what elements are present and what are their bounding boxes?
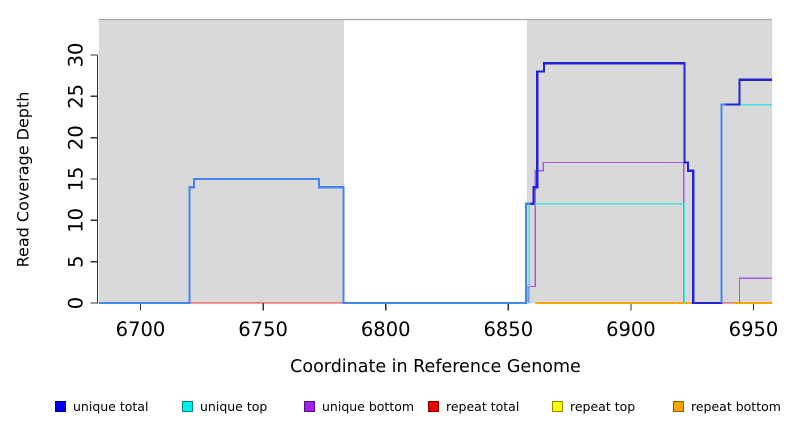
x-tick-label: 6850: [483, 318, 533, 341]
legend-swatch-icon-repeat-bottom: [673, 400, 684, 412]
y-tick-label: 25: [65, 84, 88, 109]
legend-label: unique bottom: [322, 398, 415, 414]
legend-label: repeat total: [446, 398, 520, 414]
legend-label: repeat top: [570, 398, 636, 414]
legend-swatch-icon-unique-total: [55, 400, 66, 412]
coverage-chart-plot: 0 5 10 15 20 25 30 6700 6750 6800 6850 6900 6950: [65, 18, 779, 341]
legend-label: unique total: [73, 398, 149, 414]
y-tick-label: 20: [65, 125, 88, 150]
y-axis-title: Read Coverage Depth: [13, 91, 33, 268]
y-tick-label: 5: [65, 255, 88, 267]
x-tick-label: 6750: [238, 318, 288, 341]
legend-item-repeat-bottom: repeat bottom: [673, 398, 781, 414]
legend-swatch-icon-unique-top: [182, 400, 193, 412]
y-tick-label: 10: [65, 208, 88, 233]
series-line-unique-bottom: [738, 277, 773, 303]
x-axis-title: Coordinate in Reference Genome: [290, 357, 581, 377]
x-tick-label: 6800: [361, 318, 411, 341]
legend-item-unique-bottom: unique bottom: [304, 398, 415, 414]
x-tick-label: 6950: [729, 318, 779, 341]
y-tick-label: 30: [65, 43, 88, 68]
series-line-unique-top: [528, 203, 686, 303]
x-tick-label: 6900: [606, 318, 656, 341]
legend-swatch-icon-repeat-total: [428, 400, 439, 412]
legend-swatch-icon-repeat-top: [552, 400, 563, 412]
y-tick-label: 15: [65, 167, 88, 192]
series-line-unique-total-overlap-with-unique-top-: [720, 103, 726, 303]
legend-item-repeat-total: repeat total: [428, 398, 520, 414]
legend-label: repeat bottom: [691, 398, 781, 414]
series-line-unique-total-overlap-with-unique-top-: [98, 177, 531, 305]
x-tick-label: 6700: [116, 318, 166, 341]
y-tick-label: 0: [65, 297, 88, 309]
legend-item-unique-top: unique top: [182, 398, 268, 414]
legend-label: unique top: [200, 398, 268, 414]
legend-item-repeat-top: repeat top: [552, 398, 636, 414]
legend-swatch-icon-unique-bottom: [304, 400, 315, 412]
shaded-repeat-region-2: [526, 19, 773, 304]
legend-item-unique-total: unique total: [55, 398, 149, 414]
shaded-repeat-region-1: [98, 19, 345, 304]
